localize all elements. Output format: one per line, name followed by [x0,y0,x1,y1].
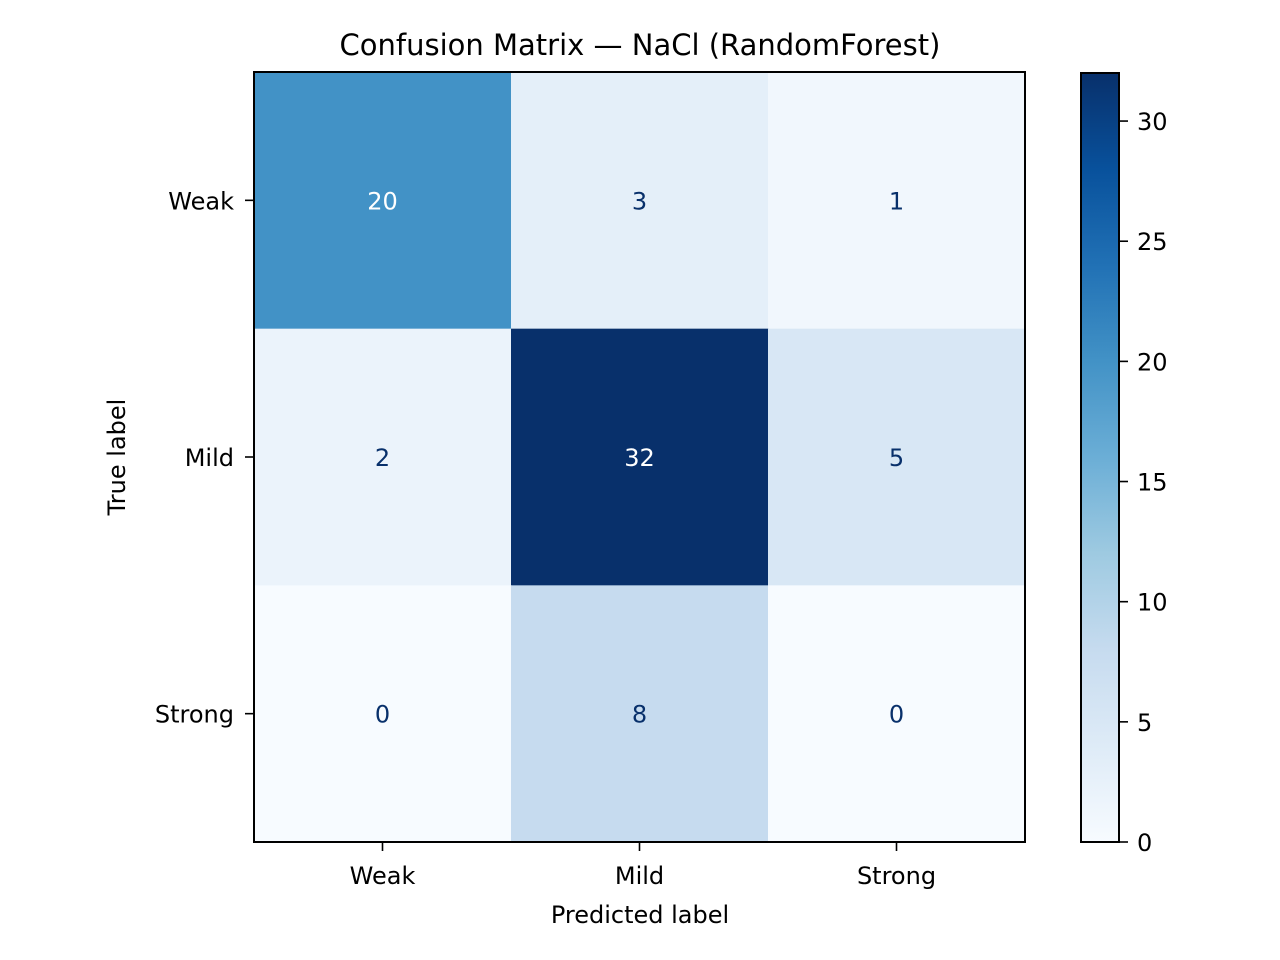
x-axis-label: Predicted label [551,901,729,929]
y-tick-label: Mild [185,444,234,472]
colorbar-tick-label: 0 [1137,829,1152,857]
heatmap-cell [511,72,769,330]
y-axis-ticks: Weak Mild Strong [155,187,254,729]
colorbar-tick-label: 20 [1137,348,1168,376]
cell-value-label: 1 [889,187,904,215]
colorbar-tick-label: 25 [1137,228,1168,256]
y-tick-label: Strong [155,701,234,729]
x-tick-label: Mild [615,862,664,890]
cell-value-label: 32 [624,444,655,472]
cell-value-label: 8 [632,701,647,729]
heatmap-cell [254,585,512,843]
heatmap-cell [511,328,769,586]
heatmap-cells: 20 3 1 2 32 5 0 8 0 [254,72,1026,843]
heatmap-cell [768,328,1026,586]
cell-value-label: 2 [375,444,390,472]
cell-value-label: 0 [889,701,904,729]
colorbar-tick-label: 5 [1137,709,1152,737]
heatmap-cell [254,328,512,586]
cell-value-label: 5 [889,444,904,472]
x-tick-label: Weak [350,862,416,890]
colorbar-ticks: 0 5 10 15 20 25 30 [1119,108,1168,857]
x-axis-ticks: Weak Mild Strong [350,842,936,890]
cell-value-label: 20 [367,187,398,215]
colorbar-tick-label: 30 [1137,108,1168,136]
cell-value-label: 3 [632,187,647,215]
colorbar-tick-label: 15 [1137,469,1168,497]
cell-value-label: 0 [375,701,390,729]
heatmap-cell [768,72,1026,330]
colorbar-tick-label: 10 [1137,589,1168,617]
heatmap-cell [254,72,512,330]
x-tick-label: Strong [857,862,936,890]
y-tick-label: Weak [168,187,234,215]
heatmap-cell [768,585,1026,843]
colorbar [1080,72,1120,843]
heatmap-cell [511,585,769,843]
chart-title: Confusion Matrix — NaCl (RandomForest) [340,28,941,62]
y-axis-label: True label [103,399,131,517]
